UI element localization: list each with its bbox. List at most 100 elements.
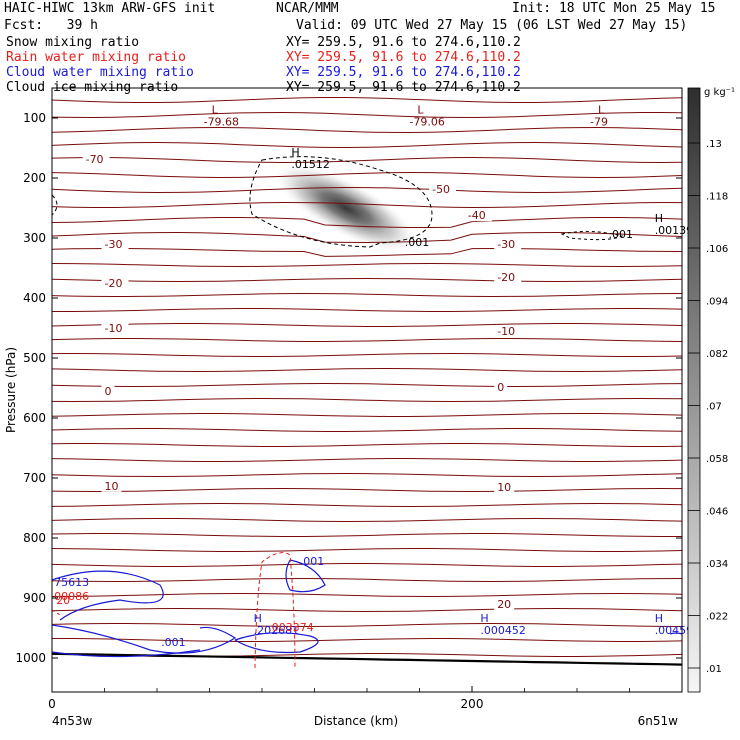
x-end-location: 6n51w <box>638 714 679 728</box>
colorbar-level-label: .01 <box>706 664 722 675</box>
isotherm-label: 0 <box>105 385 112 398</box>
isotherm-line <box>52 638 682 642</box>
isotherm-line <box>52 502 682 508</box>
colorbar-level-label: .07 <box>706 402 722 413</box>
isotherm-line <box>52 472 682 478</box>
model-title: HAIC-HIWC 13km ARW-GFS init <box>4 1 216 16</box>
colorbar-level-label: .106 <box>706 244 728 255</box>
isotherm-label: 20 <box>497 598 511 611</box>
rain-water-label: 00086 <box>54 590 89 603</box>
isotherm-label: 10 <box>105 480 119 493</box>
minimum-marker: L <box>417 104 424 117</box>
field-cloudwater-name: Cloud water mixing ratio <box>6 65 194 80</box>
minimum-value: -79.68 <box>204 116 239 129</box>
isotherm-line <box>52 443 682 447</box>
isotherm-label-bg <box>494 598 515 610</box>
isotherm-line <box>52 338 682 342</box>
field-rain-xy: XY= 259.5, 91.6 to 274.6,110.2 <box>286 50 521 65</box>
x-start-location: 4n53w <box>52 714 93 728</box>
isotherm-label: 0 <box>497 381 504 394</box>
colorbar-level-label: .046 <box>706 507 728 518</box>
y-tick-label: 100 <box>23 111 46 125</box>
isotherm-label-bg <box>429 182 457 195</box>
colorbar-level-label: .118 <box>706 192 728 203</box>
y-tick-label: 400 <box>23 291 46 305</box>
cloud-ice-contour <box>249 156 433 248</box>
rain-water-contour <box>254 552 296 669</box>
isotherm-label-bg <box>494 325 522 337</box>
field-rain-name: Rain water mixing ratio <box>6 50 187 65</box>
cloud-water-contour <box>52 570 164 621</box>
ice-maximum-marker: H <box>291 146 299 159</box>
rain-water-label: 20 <box>56 594 70 607</box>
y-tick-label: 700 <box>23 471 46 485</box>
isotherm-line <box>52 458 682 462</box>
ice-contour-label: .001 <box>405 236 430 249</box>
cloud-water-contour <box>52 649 201 658</box>
y-tick-label: 900 <box>23 591 46 605</box>
organization-label: NCAR/MMM <box>276 1 339 16</box>
isotherm-line <box>52 186 682 194</box>
field-snow-xy: XY= 259.5, 91.6 to 274.6,110.2 <box>286 35 521 50</box>
minimum-value: -79 <box>590 116 608 129</box>
terrain-surface-line <box>52 652 682 666</box>
isotherm-line <box>52 231 682 244</box>
cloud-water-maximum-marker: H <box>655 612 663 625</box>
isotherm-line <box>52 428 682 432</box>
x-axis-label: Distance (km) <box>314 714 398 728</box>
isotherm-label-bg <box>494 380 508 393</box>
y-tick-label: 600 <box>23 411 46 425</box>
minimum-marker: L <box>212 104 219 117</box>
isotherm-label-bg <box>494 271 522 283</box>
isotherm-label-bg <box>101 479 122 492</box>
isotherm-line <box>52 367 682 373</box>
isotherm-label-bg <box>464 209 492 222</box>
rain-water-contour-edge <box>52 609 61 616</box>
ice-maximum-value: .01512 <box>291 158 330 171</box>
isotherm-label-bg <box>494 238 522 250</box>
forecast-hour: Fcst: 39 h <box>4 18 98 33</box>
isotherm-line <box>52 352 682 358</box>
isotherm-line <box>52 563 682 567</box>
colorbar-unit: g kg⁻¹ <box>704 87 735 98</box>
isotherm-line <box>52 201 682 209</box>
cloud-water-contour <box>52 624 237 654</box>
isotherm-line <box>52 413 682 417</box>
ice-maximum-marker: H <box>655 212 663 225</box>
isotherm-line <box>52 308 682 312</box>
isotherm-line <box>52 171 682 179</box>
isotherm-label-bg <box>82 152 110 165</box>
isotherm-line <box>52 111 682 119</box>
isotherm-label: 10 <box>497 481 511 494</box>
colorbar-level-label: .13 <box>706 139 722 150</box>
x-tick-label: 200 <box>461 697 484 711</box>
y-tick-label: 500 <box>23 351 46 365</box>
isotherm-line <box>52 397 682 403</box>
isotherm-label: -30 <box>105 238 123 251</box>
isotherm-line <box>52 97 682 103</box>
field-cloudwater-xy: XY= 259.5, 91.6 to 274.6,110.2 <box>286 65 521 80</box>
isotherm-line <box>52 141 682 149</box>
cloud-water-maximum-value: .000452 <box>480 624 526 637</box>
isotherm-label-bg <box>101 322 129 334</box>
isotherm-label-bg <box>101 385 115 397</box>
isotherm-line <box>52 548 682 552</box>
isotherm-label: -70 <box>86 153 104 166</box>
isotherm-label-bg <box>494 481 515 493</box>
isotherm-label-bg <box>101 238 129 250</box>
isotherm-line <box>52 217 682 228</box>
init-time: Init: 18 UTC Mon 25 May 15 <box>512 1 716 16</box>
isotherm-line <box>52 577 682 583</box>
cloud-water-contour-label: .001 <box>161 636 186 649</box>
cloud-water-maximum-marker: H <box>480 612 488 625</box>
x-tick-label: 0 <box>48 697 56 711</box>
cloud-water-contour-label: 75613 <box>54 576 89 589</box>
valid-time: Valid: 09 UTC Wed 27 May 15 (06 LST Wed … <box>296 18 688 33</box>
isotherm-line <box>52 382 682 388</box>
minimum-marker: L <box>598 104 605 117</box>
ice-contour-label: .001 <box>609 228 634 241</box>
isotherm-label: -10 <box>105 322 123 335</box>
cloud-ice-contour-edge <box>52 194 58 216</box>
y-tick-label: 1000 <box>15 651 46 665</box>
isotherm-label: -10 <box>497 325 515 338</box>
